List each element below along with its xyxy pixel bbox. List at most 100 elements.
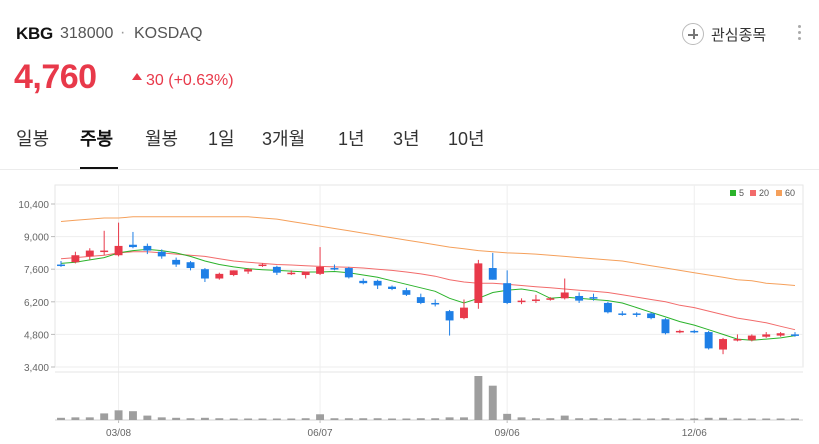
candle-body <box>258 264 267 267</box>
candle-body <box>690 330 699 333</box>
volume-bar <box>445 417 454 420</box>
candle-body <box>57 264 65 267</box>
candle-body <box>589 297 598 299</box>
y-tick-label: 7,600 <box>24 265 49 276</box>
volume-bar <box>215 418 224 420</box>
candle-body <box>373 280 382 286</box>
candle-body <box>747 335 756 341</box>
volume-bar <box>388 418 396 420</box>
volume-bar <box>589 418 598 420</box>
candle-body <box>416 297 425 303</box>
candle-body <box>287 272 296 275</box>
plot-frame <box>54 184 804 368</box>
volume-bar <box>272 418 281 420</box>
candle-body <box>791 334 799 336</box>
volume-bar <box>229 418 238 420</box>
active-tab-indicator <box>80 167 118 169</box>
legend-swatch <box>750 190 756 196</box>
volume-bar <box>301 418 310 420</box>
tab-monthly[interactable]: 월봉 <box>145 129 179 149</box>
legend-swatch <box>730 190 736 196</box>
y-tick-label: 3,400 <box>24 363 49 374</box>
candle-body <box>316 266 325 274</box>
legend-label: 5 <box>739 188 744 198</box>
volume-bar <box>704 417 713 420</box>
candle-body <box>517 300 526 303</box>
chart-svg: 5 20 60 10,400 9,000 7,600 6,200 4,800 3,400 03/0… <box>18 184 804 439</box>
price-chart[interactable]: 5 20 60 10,400 9,000 7,600 6,200 4,800 3,400 03/0… <box>0 180 819 444</box>
candle-body <box>531 299 540 301</box>
volume-bar <box>431 418 440 420</box>
stock-market: KOSDAQ <box>134 25 203 42</box>
current-price: 4,760 <box>14 58 97 96</box>
volume-bar <box>690 418 699 420</box>
volume-bar <box>603 418 612 420</box>
candle-body <box>546 298 555 300</box>
volume-bar <box>200 417 209 420</box>
volume-bar <box>330 418 339 420</box>
candle-body <box>632 313 641 315</box>
candle-body <box>575 295 584 301</box>
tab-10years[interactable]: 10년 <box>448 129 485 149</box>
candle-body <box>675 330 684 333</box>
candle-body <box>330 268 339 270</box>
candle-body <box>445 311 454 321</box>
candle-body <box>100 250 109 253</box>
x-tick-label: 06/07 <box>308 428 333 439</box>
volume-bar <box>85 417 94 420</box>
y-tick-label: 9,000 <box>24 233 49 244</box>
volume-bar <box>416 418 425 420</box>
y-tick-label: 6,200 <box>24 298 49 309</box>
tab-weekly[interactable]: 주봉 <box>80 129 114 149</box>
candle-body <box>776 333 785 336</box>
volume-bar <box>344 418 353 420</box>
volume-bar <box>373 418 382 420</box>
candle-body <box>85 250 94 257</box>
volume-bar <box>675 418 684 420</box>
volume-bar <box>762 418 771 420</box>
y-tick-label: 10,400 <box>18 200 49 211</box>
volume-bar <box>632 418 641 420</box>
candle-body <box>215 273 224 279</box>
candle-body <box>733 339 742 341</box>
volume-bar <box>575 418 584 420</box>
period-tabs: 일봉 주봉 월봉 1일 3개월 1년 3년 10년 <box>0 118 819 170</box>
candle-body <box>129 244 137 248</box>
candle-body <box>71 255 80 263</box>
candle-body <box>474 263 483 303</box>
y-tick-label: 4,800 <box>24 330 49 341</box>
tab-1day[interactable]: 1일 <box>208 129 235 149</box>
ma60-line <box>60 216 796 286</box>
candle-body <box>172 259 181 265</box>
candle-body <box>229 270 238 276</box>
up-arrow-icon <box>132 73 142 80</box>
add-favorite-button[interactable]: 관심종목 <box>682 22 766 46</box>
volume-bar <box>474 376 483 420</box>
volume-bar <box>776 418 785 420</box>
volume-bar <box>488 385 497 420</box>
stock-header: KBG 318000 · KOSDAQ 관심종목 <box>16 22 803 48</box>
plus-icon <box>682 23 704 45</box>
volume-bar <box>517 417 526 420</box>
legend-label: 60 <box>785 188 795 198</box>
tab-1year[interactable]: 1년 <box>338 129 365 149</box>
stock-name: KBG <box>16 24 53 43</box>
candle-body <box>661 319 670 334</box>
candle-body <box>719 339 727 350</box>
price-change: 30 (+0.63%) <box>146 72 234 89</box>
candle-body <box>388 286 396 289</box>
x-tick-label: 09/06 <box>495 428 520 439</box>
volume-bar <box>531 418 540 420</box>
candle-body <box>431 302 440 305</box>
candle-body <box>359 280 368 284</box>
tab-3months[interactable]: 3개월 <box>262 129 306 149</box>
candle-body <box>157 251 166 257</box>
ma5-line <box>60 248 796 341</box>
tab-daily[interactable]: 일봉 <box>16 129 50 149</box>
candle-body <box>488 268 497 280</box>
volume-bar <box>157 417 166 420</box>
tab-3years[interactable]: 3년 <box>393 129 420 149</box>
more-options-icon[interactable] <box>798 25 802 43</box>
volume-bar <box>57 417 65 420</box>
volume-bar <box>172 417 181 420</box>
